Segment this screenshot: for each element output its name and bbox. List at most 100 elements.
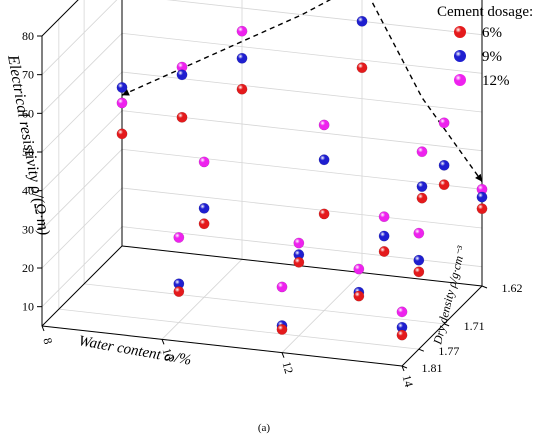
- data-point-12pct: [318, 119, 330, 131]
- z-tick-label: 10: [22, 300, 34, 314]
- side-wall-gridline: [41, 110, 123, 191]
- data-point-12pct: [413, 227, 425, 239]
- axes-layer: [41, 0, 483, 367]
- y-tick-label: 1.77: [438, 344, 459, 358]
- grid-layer: [41, 0, 483, 367]
- data-point-6pct: [378, 246, 390, 257]
- data-point-6pct: [198, 218, 210, 230]
- data-point-9pct: [318, 154, 330, 166]
- data-point-12pct: [416, 146, 428, 158]
- data-point-12pct: [116, 97, 128, 109]
- x-axis-title: Water content ω/%: [77, 333, 192, 369]
- data-point-9pct: [236, 52, 248, 64]
- z-tick-label: 70: [22, 68, 34, 82]
- floor-gridline: [58, 308, 419, 350]
- side-wall-gridline: [41, 71, 123, 153]
- x-tick-label: 12: [280, 360, 297, 375]
- points-layer: [116, 15, 488, 341]
- data-point-9pct: [378, 230, 390, 242]
- z-tick-label: 40: [22, 184, 34, 198]
- side-wall-gridline: [41, 226, 123, 307]
- y-tick-mark: [443, 323, 450, 327]
- data-point-6pct: [293, 256, 305, 268]
- legend-marker: [454, 74, 466, 86]
- z-tick-label: 20: [22, 261, 34, 275]
- back-wall-gridline: [121, 148, 483, 190]
- x-tick-label: 10: [160, 347, 177, 362]
- data-point-6pct: [413, 266, 425, 278]
- trend-arrow-end: [475, 173, 482, 182]
- y-tick-label: 1.71: [464, 319, 485, 333]
- legend-label: 6%: [482, 25, 502, 41]
- z-tick-label: 60: [22, 106, 34, 120]
- data-point-6pct: [396, 329, 408, 341]
- floor-gridline: [161, 259, 243, 340]
- side-wall-gridline: [41, 33, 123, 114]
- back-wall-gridline: [121, 32, 483, 74]
- data-point-9pct: [198, 202, 210, 214]
- data-point-9pct: [416, 181, 428, 192]
- back-wall-gridline: [166, 0, 483, 36]
- legend: Cement dosage: 6% 9% 12%: [437, 4, 533, 89]
- data-point-6pct: [276, 324, 288, 335]
- data-point-12pct: [378, 211, 390, 223]
- data-point-6pct: [356, 62, 368, 74]
- data-point-12pct: [353, 263, 365, 275]
- data-point-12pct: [236, 25, 248, 37]
- y-tick-label: 1.81: [422, 361, 443, 375]
- floor-gridline: [281, 272, 363, 353]
- y-tick-label: 1.62: [502, 281, 523, 295]
- box-edge: [401, 285, 483, 367]
- data-point-9pct: [476, 191, 488, 203]
- trend-arrow-start: [122, 89, 130, 96]
- side-wall-gridline: [41, 187, 123, 269]
- data-point-6pct: [173, 286, 185, 297]
- z-tick-label: 30: [22, 222, 34, 236]
- data-point-12pct: [173, 232, 185, 243]
- data-point-9pct: [356, 15, 368, 27]
- legend-marker: [454, 26, 466, 38]
- data-point-9pct: [438, 159, 450, 171]
- x-tick-mark: [161, 339, 165, 345]
- x-tick-label: 14: [400, 373, 417, 388]
- z-tick-label: 50: [22, 145, 34, 159]
- data-point-6pct: [176, 111, 188, 123]
- x-tick-mark: [41, 325, 45, 332]
- floor-gridline: [84, 283, 445, 325]
- side-wall-gridline: [41, 0, 79, 37]
- data-point-6pct: [236, 83, 248, 95]
- data-point-6pct: [353, 290, 365, 302]
- x-tick-label: 8: [40, 336, 55, 345]
- ticks-layer: 10 20 30 40 50 60 70 80 8 10 12 14 1.62 1.71 1.77 1.81: [22, 29, 523, 389]
- y-tick-mark: [401, 365, 408, 369]
- z-tick-label: 80: [22, 29, 34, 43]
- data-point-12pct: [438, 117, 450, 129]
- x-tick-mark: [401, 365, 405, 372]
- data-point-12pct: [198, 156, 210, 168]
- data-point-12pct: [396, 306, 408, 318]
- data-point-9pct: [413, 254, 425, 266]
- box-edge: [41, 0, 79, 37]
- legend-label: 12%: [482, 73, 510, 89]
- back-wall-gridline: [121, 187, 483, 229]
- data-point-6pct: [116, 128, 128, 140]
- y-tick-mark: [418, 348, 425, 352]
- legend-title: Cement dosage:: [437, 4, 533, 20]
- side-wall-gridline: [41, 0, 118, 75]
- box-edge: [41, 245, 123, 327]
- data-point-6pct: [318, 208, 330, 220]
- data-point-12pct: [293, 237, 305, 249]
- trend-layer: [121, 0, 483, 183]
- x-tick-mark: [281, 352, 285, 358]
- side-wall-gridline: [41, 149, 123, 230]
- legend-label: 9%: [482, 49, 502, 65]
- data-point-9pct: [176, 69, 188, 81]
- data-point-6pct: [438, 179, 450, 191]
- data-point-6pct: [476, 203, 488, 215]
- legend-marker: [454, 50, 466, 62]
- data-point-12pct: [276, 281, 288, 293]
- y-tick-mark: [481, 285, 488, 289]
- trend-line: [121, 0, 483, 183]
- data-point-6pct: [416, 192, 428, 204]
